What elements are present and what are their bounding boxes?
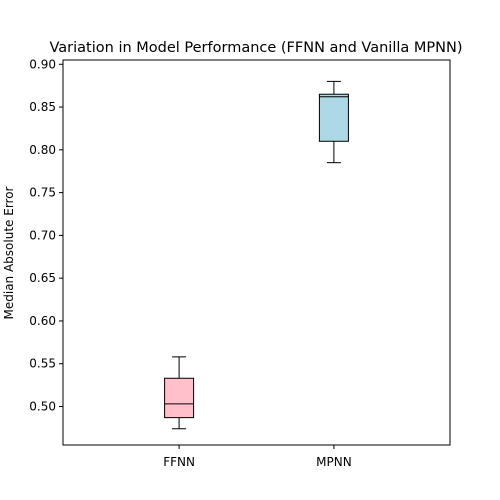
y-axis-label: Median Absolute Error (2, 186, 16, 319)
iqr-box (164, 377, 195, 419)
box-mpnn (318, 80, 349, 164)
x-tick-label: MPNN (316, 455, 352, 469)
y-axis-ticks: 0.50 0.55 0.60 0.65 0.70 0.75 0.80 0.85 0.90 (29, 57, 63, 414)
x-axis-ticks: FFNN MPNN (163, 445, 352, 469)
iqr-box (318, 93, 349, 142)
boxes-group (164, 80, 349, 430)
y-tick-label: 0.80 (29, 143, 56, 157)
plot-area-frame (62, 59, 451, 446)
y-tick-label: 0.50 (29, 400, 56, 414)
y-tick-label: 0.55 (29, 357, 56, 371)
chart-title: Variation in Model Performance (FFNN and… (50, 40, 463, 56)
y-tick-label: 0.65 (29, 271, 56, 285)
y-tick-label: 0.70 (29, 228, 56, 242)
y-tick-label: 0.90 (29, 57, 56, 71)
y-tick-label: 0.60 (29, 314, 56, 328)
x-tick-label: FFNN (163, 455, 195, 469)
y-tick-label: 0.85 (29, 100, 56, 114)
box-ffnn (164, 356, 195, 430)
y-tick-label: 0.75 (29, 186, 56, 200)
